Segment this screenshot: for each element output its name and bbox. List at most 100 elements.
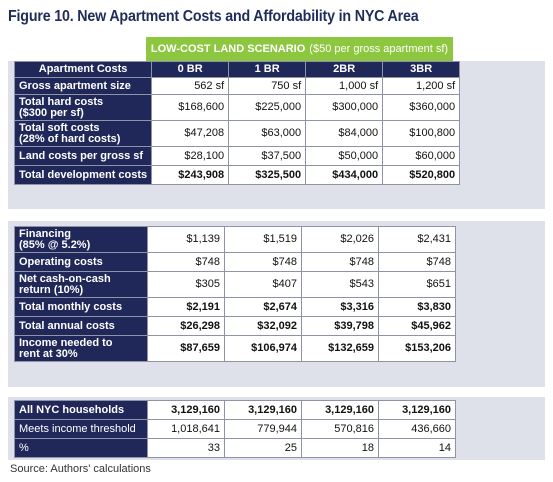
table-cell: $2,431 <box>378 226 456 253</box>
table-cell: 1,018,641 <box>147 419 225 439</box>
table-cell: $39,798 <box>301 316 379 336</box>
table-cell: $360,000 <box>382 94 461 121</box>
table-cell: $3,316 <box>301 297 379 317</box>
table-cell: 18 <box>301 438 379 458</box>
table-row: Total soft costs (28% of hard costs) $47,2… <box>13 120 461 147</box>
households-panel: All NYC households 3,129,160 3,129,160 3,12… <box>8 397 545 460</box>
table-cell: 3,129,160 <box>147 400 225 420</box>
table-cell: $84,000 <box>305 120 384 147</box>
table-cell: $243,908 <box>151 165 230 185</box>
affordability-table: Financing (85% @ 5.2%) $1,139 $1,519 $2,026 $… <box>14 226 456 362</box>
table-cell: $3,830 <box>378 297 456 317</box>
table-cell: $168,600 <box>151 94 230 121</box>
table-cell: 1,200 sf <box>382 77 461 95</box>
row-label-text: Total monthly costs <box>19 300 123 313</box>
table-cell: $60,000 <box>382 146 461 166</box>
row-label-text: All NYC households <box>19 403 125 416</box>
table-cell: 3,129,160 <box>378 400 456 420</box>
table-cell: $748 <box>147 252 225 272</box>
row-label-text: Total soft costs <box>19 121 100 134</box>
table-cell: $50,000 <box>305 146 384 166</box>
cost-table: Apartment Costs 0 BR 1 BR 2BR 3BR Gross … <box>13 61 461 185</box>
table-cell: $26,298 <box>147 316 225 336</box>
table-cell: $47,208 <box>151 120 230 147</box>
table-row: Net cash-on-cash return (10%) $305 $407 $543… <box>14 271 456 298</box>
table-cell: $28,100 <box>151 146 230 166</box>
table-cell: 3,129,160 <box>301 400 379 420</box>
row-label: Total annual costs <box>14 316 148 336</box>
table-row: Meets income threshold 1,018,641 779,944 57… <box>14 419 456 439</box>
source-note: Source: Authors' calculations <box>10 463 151 475</box>
header-1br: 1 BR <box>228 61 307 78</box>
table-cell: $407 <box>224 271 302 298</box>
table-row: Income needed to rent at 30% $87,659 $106,9… <box>14 335 456 362</box>
table-cell: $100,800 <box>382 120 461 147</box>
table-cell: $37,500 <box>228 146 307 166</box>
row-label-subtext: rent at 30% <box>19 347 78 360</box>
table-row: Gross apartment size 562 sf 750 sf 1,000 sf… <box>13 77 461 95</box>
row-label: Financing (85% @ 5.2%) <box>14 226 148 253</box>
table-cell: $651 <box>378 271 456 298</box>
row-label-text: Total hard costs <box>19 95 104 108</box>
row-label-text: Financing <box>19 227 71 240</box>
table-cell: 570,816 <box>301 419 379 439</box>
row-label-text: Net cash-on-cash <box>19 272 111 285</box>
table-cell: $1,519 <box>224 226 302 253</box>
table-cell: $153,206 <box>378 335 456 362</box>
row-label-subtext: ($300 per sf) <box>19 106 84 119</box>
row-label: Income needed to rent at 30% <box>14 335 148 362</box>
table-cell: $106,974 <box>224 335 302 362</box>
row-label-text: % <box>19 441 29 454</box>
header-0br: 0 BR <box>151 61 230 78</box>
row-label: Meets income threshold <box>14 419 148 439</box>
table-cell: $748 <box>224 252 302 272</box>
table-row: Total development costs $243,908 $325,500 $… <box>13 165 461 185</box>
table-cell: 562 sf <box>151 77 230 95</box>
table-cell: $132,659 <box>301 335 379 362</box>
row-label-subtext: return (10%) <box>19 283 84 296</box>
table-cell: $87,659 <box>147 335 225 362</box>
table-cell: $2,674 <box>224 297 302 317</box>
table-cell: 33 <box>147 438 225 458</box>
table-cell: 25 <box>224 438 302 458</box>
table-cell: $2,026 <box>301 226 379 253</box>
row-label: Total monthly costs <box>14 297 148 317</box>
row-label-text: Income needed to <box>19 336 113 349</box>
table-cell: $748 <box>378 252 456 272</box>
scenario-banner: LOW-COST LAND SCENARIO ($50 per gross ap… <box>146 37 453 61</box>
row-label-text: Meets income threshold <box>19 422 136 435</box>
table-cell: $225,000 <box>228 94 307 121</box>
row-label-text: Land costs per gross sf <box>19 149 144 162</box>
row-label: Total soft costs (28% of hard costs) <box>13 120 153 147</box>
row-label: Total hard costs ($300 per sf) <box>13 94 153 121</box>
header-apartment-costs: Apartment Costs <box>13 61 153 78</box>
table-row: Operating costs $748 $748 $748 $748 <box>14 252 456 272</box>
row-label-subtext: (28% of hard costs) <box>19 132 121 145</box>
table-cell: 750 sf <box>228 77 307 95</box>
table-cell: 1,000 sf <box>305 77 384 95</box>
table-cell: $434,000 <box>305 165 384 185</box>
table-cell: 3,129,160 <box>224 400 302 420</box>
table-row: Land costs per gross sf $28,100 $37,500 $50… <box>13 146 461 166</box>
table-row: All NYC households 3,129,160 3,129,160 3,12… <box>14 400 456 420</box>
row-label: Land costs per gross sf <box>13 146 153 166</box>
table-row: Total monthly costs $2,191 $2,674 $3,316 $3,… <box>14 297 456 317</box>
row-label: % <box>14 438 148 458</box>
header-row: Apartment Costs 0 BR 1 BR 2BR 3BR <box>13 61 461 78</box>
table-cell: $300,000 <box>305 94 384 121</box>
row-label-subtext: (85% @ 5.2%) <box>19 238 91 251</box>
row-label: Gross apartment size <box>13 77 153 95</box>
table-cell: 779,944 <box>224 419 302 439</box>
table-row: % 33 25 18 14 <box>14 438 456 458</box>
table-cell: 14 <box>378 438 456 458</box>
row-label-text: Operating costs <box>19 255 103 268</box>
row-label-text: Total development costs <box>19 168 148 181</box>
row-label-text: Gross apartment size <box>19 79 131 92</box>
header-2br: 2BR <box>305 61 384 78</box>
row-label: Net cash-on-cash return (10%) <box>14 271 148 298</box>
row-label: All NYC households <box>14 400 148 420</box>
cost-panel: Apartment Costs 0 BR 1 BR 2BR 3BR Gross … <box>8 61 545 209</box>
row-label: Operating costs <box>14 252 148 272</box>
row-label-text: Total annual costs <box>19 319 115 332</box>
table-cell: $543 <box>301 271 379 298</box>
